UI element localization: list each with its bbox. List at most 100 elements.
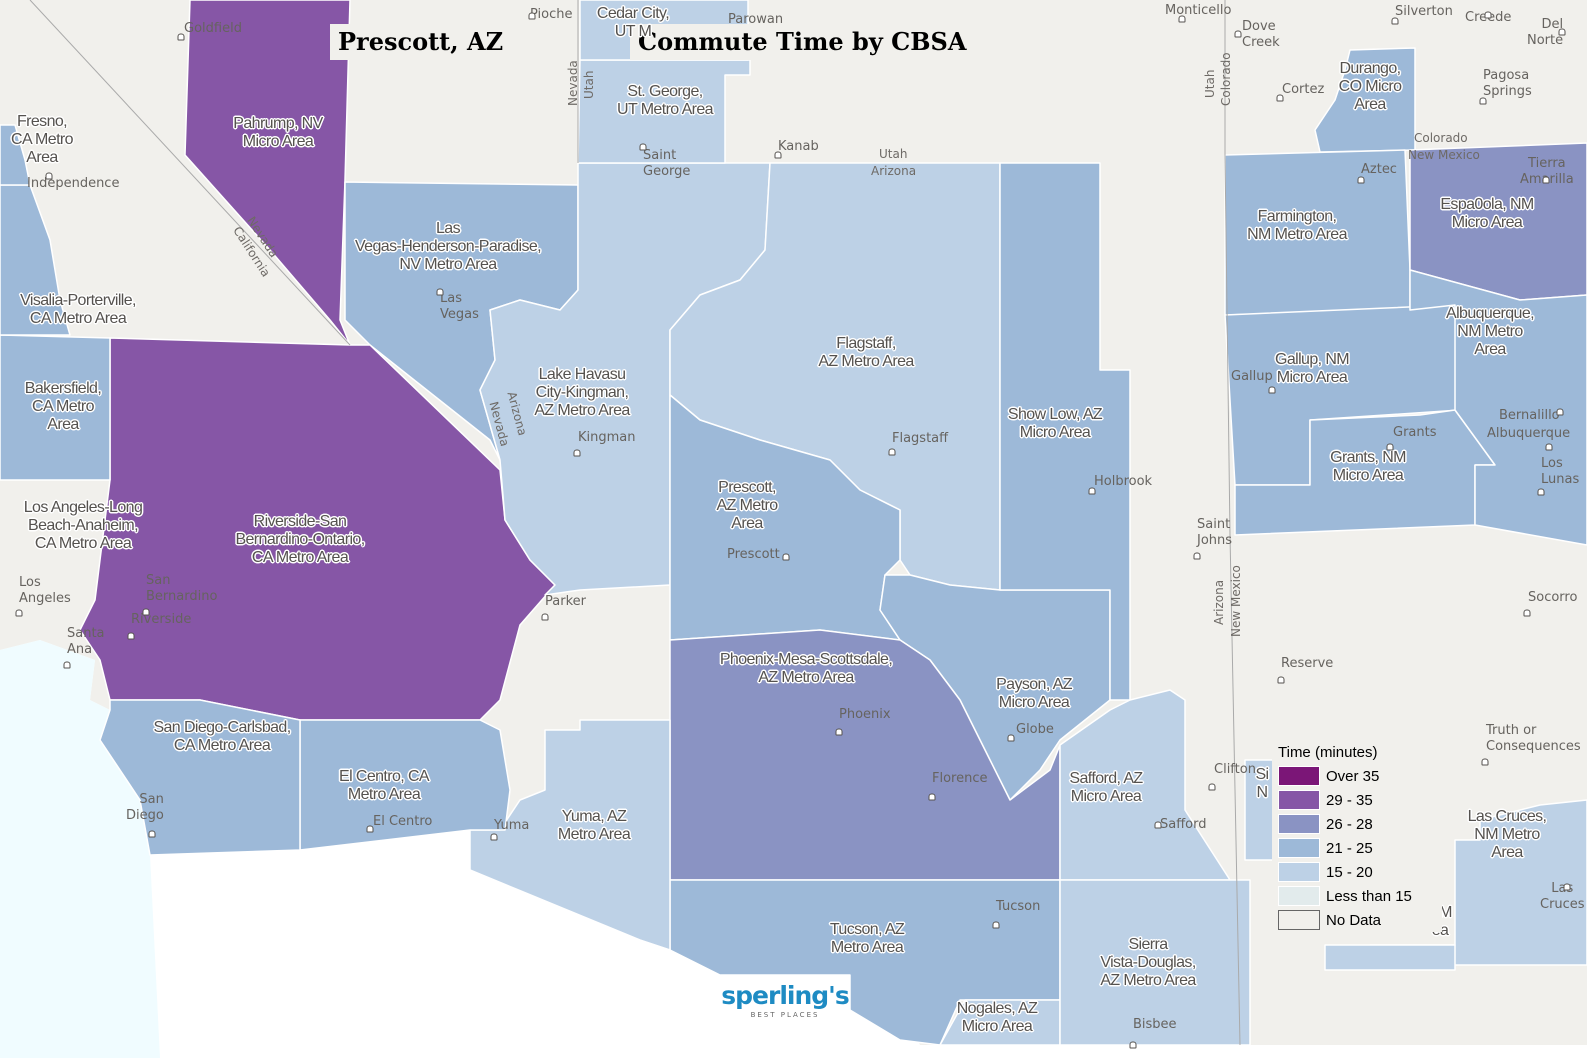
place-phoenix: Phoenix (839, 707, 891, 722)
place-dot-icon (528, 12, 536, 20)
region-label-safford: Safford, AZ Micro Area (1069, 770, 1143, 805)
place-globe: Globe (1016, 722, 1054, 737)
place-dot-icon (1178, 15, 1186, 23)
state-label-arizona-3: Arizona (1212, 579, 1226, 625)
legend-swatch (1278, 838, 1320, 858)
region-label-yuma: Yuma, AZ Metro Area (557, 808, 631, 843)
nv-ca-border (29, 0, 351, 346)
place-dot-icon (1537, 488, 1545, 496)
region-sierra-vista[interactable] (1059, 879, 1251, 1046)
region-label-espanola: Espa0ola, NM Micro Area (1440, 196, 1534, 231)
region-durango[interactable] (1314, 47, 1416, 153)
place-dot-icon (928, 793, 936, 801)
place-saint-george: Saint George (643, 148, 691, 179)
place-los-lunas: Los Lunas (1541, 456, 1580, 487)
place-dot-icon (1088, 487, 1096, 495)
logo-brand: sperling's (721, 981, 849, 1010)
place-clifton: Clifton (1214, 762, 1256, 777)
region-san-diego[interactable] (99, 699, 301, 856)
region-label-albuquerque: Albuquerque, NM Metro Area (1446, 305, 1535, 358)
place-dot-icon (1386, 443, 1394, 451)
place-dot-icon (1481, 758, 1489, 766)
place-aztec: Aztec (1361, 162, 1397, 177)
region-label-riverside: Riverside-San Bernardino-Ontario, CA Met… (235, 513, 365, 566)
legend-item-less-15: Less than 15 (1278, 884, 1442, 908)
region-label-los-angeles: Los Angeles-Long Beach-Anaheim, CA Metro… (23, 499, 143, 552)
mexico-area (0, 640, 1587, 1058)
region-label-nogales: Nogales, AZ Micro Area (956, 1000, 1038, 1035)
region-label-fresno: Fresno, CA Metro Area (11, 113, 73, 166)
place-dot-icon (1208, 783, 1216, 791)
legend-item-no-data: No Data (1278, 908, 1442, 932)
place-los-angeles: Los Angeles (19, 575, 71, 606)
region-yuma[interactable] (469, 719, 671, 951)
state-label-utah-2: Utah (1203, 69, 1217, 98)
az-nm-border (1229, 534, 1241, 1046)
place-bernalillo: Bernalillo (1499, 408, 1560, 423)
location-title: Prescott, AZ (330, 24, 512, 60)
region-label-grants: Grants, NM Micro Area (1330, 449, 1406, 484)
region-fresno[interactable] (0, 124, 31, 186)
place-dot-icon (1484, 11, 1492, 19)
region-label-bakersfield: Bakersfield, CA Metro Area (24, 380, 102, 433)
place-socorro: Socorro (1528, 590, 1578, 605)
place-dot-icon (1391, 17, 1399, 25)
place-florence: Florence (932, 771, 988, 786)
region-label-visalia: Visalia-Porterville, CA Metro Area (20, 292, 136, 327)
legend-item-29-35: 29 - 35 (1278, 788, 1442, 812)
region-deming[interactable] (1324, 944, 1456, 971)
place-pagosa-springs: Pagosa Springs (1483, 68, 1532, 99)
region-label-st-george: St. George, UT Metro Area (617, 83, 714, 118)
region-label-cedar-city: Cedar City, UT M (596, 5, 670, 40)
place-dot-icon (490, 833, 498, 841)
place-dot-icon (541, 613, 549, 621)
place-dot-icon (63, 661, 71, 669)
place-dot-icon (1268, 386, 1276, 394)
state-label-colorado-2: Colorado (1414, 131, 1468, 145)
place-dot-icon (142, 608, 150, 616)
place-saint-johns: Saint Johns (1197, 517, 1233, 548)
legend-item-26-28: 26 - 28 (1278, 812, 1442, 836)
place-parker: Parker (545, 594, 586, 609)
place-bisbee: Bisbee (1133, 1017, 1177, 1032)
place-dot-icon (888, 448, 896, 456)
place-santa-ana: Santa Ana (67, 626, 105, 657)
place-dot-icon (15, 609, 23, 617)
region-label-san-diego: San Diego-Carlsbad, CA Metro Area (153, 719, 291, 754)
region-el-centro[interactable] (299, 719, 511, 851)
place-dot-icon (45, 172, 53, 180)
state-label-utah-3: Utah (879, 147, 908, 161)
place-dot-icon (1357, 176, 1365, 184)
place-dot-icon (366, 825, 374, 833)
place-dot-icon (573, 449, 581, 457)
legend: Time (minutes) Over 35 29 - 35 26 - 28 2… (1272, 744, 1442, 932)
place-san-bernardino: San Bernardino (146, 573, 218, 604)
place-dot-icon (1556, 408, 1564, 416)
legend-swatch (1278, 862, 1320, 882)
region-label-payson: Payson, AZ Micro Area (996, 676, 1072, 711)
legend-swatch (1278, 814, 1320, 834)
region-albuquerque[interactable] (1409, 269, 1587, 546)
logo-tagline: BEST PLACES (750, 1011, 820, 1019)
state-label-colorado: Colorado (1219, 52, 1233, 106)
place-dot-icon (835, 728, 843, 736)
region-label-tucson: Tucson, AZ Metro Area (829, 921, 905, 956)
place-dot-icon (1129, 1041, 1137, 1049)
place-silverton: Silverton (1395, 4, 1453, 19)
state-label-new-mexico-2: New Mexico (1229, 565, 1243, 637)
place-dot-icon (1276, 94, 1284, 102)
place-dot-icon (1563, 883, 1571, 891)
place-monticello: Monticello (1165, 3, 1232, 18)
place-pioche: Pioche (530, 7, 573, 22)
place-truth-or-consequences: Truth or Consequences (1486, 723, 1581, 754)
region-bakersfield[interactable] (0, 334, 111, 481)
place-dot-icon (639, 143, 647, 151)
place-grants: Grants (1393, 425, 1437, 440)
legend-swatch (1278, 886, 1320, 906)
region-label-prescott: Prescott, AZ Metro Area (716, 479, 779, 532)
place-kingman: Kingman (578, 430, 636, 445)
region-label-el-centro: El Centro, CA Metro Area (338, 768, 430, 803)
place-reserve: Reserve (1281, 656, 1334, 671)
region-label-las-vegas: Las Vegas-Henderson-Paradise, NV Metro A… (354, 220, 542, 273)
